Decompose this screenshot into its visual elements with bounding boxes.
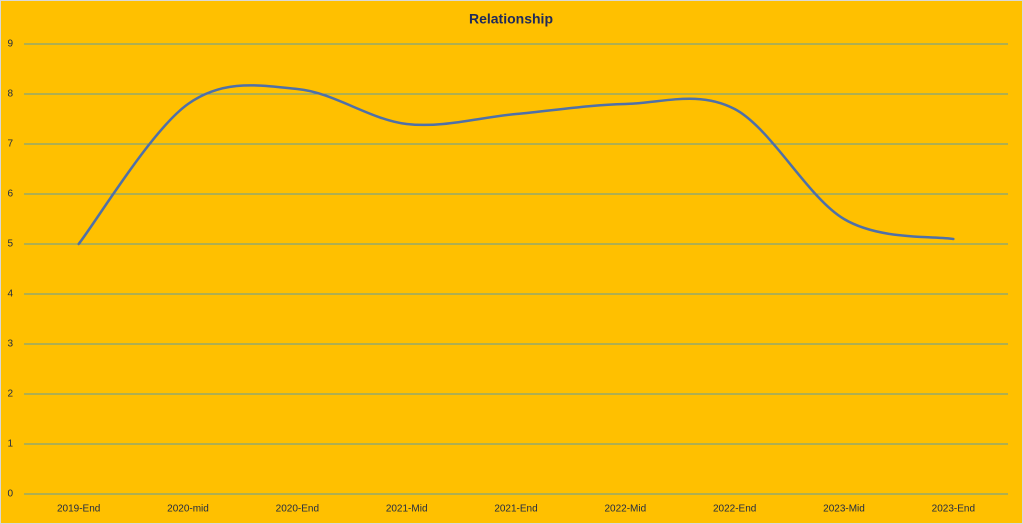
x-tick-label: 2022-Mid <box>604 504 646 515</box>
x-tick-label: 2023-Mid <box>823 504 865 515</box>
y-tick-label: 0 <box>7 489 13 500</box>
x-tick-label: 2019-End <box>57 504 100 515</box>
x-tick-label: 2020-End <box>276 504 319 515</box>
y-tick-label: 5 <box>7 239 13 250</box>
x-tick-label: 2023-End <box>932 504 975 515</box>
y-tick-label: 9 <box>7 39 13 50</box>
x-tick-label: 2020-mid <box>167 504 209 515</box>
x-tick-label: 2021-End <box>494 504 537 515</box>
y-tick-label: 4 <box>7 289 13 300</box>
y-tick-label: 1 <box>7 439 13 450</box>
chart-title: Relationship <box>469 11 553 27</box>
y-tick-label: 7 <box>7 139 13 150</box>
y-tick-label: 6 <box>7 189 13 200</box>
x-tick-label: 2021-Mid <box>386 504 428 515</box>
x-tick-label: 2022-End <box>713 504 756 515</box>
y-tick-label: 3 <box>7 339 13 350</box>
y-tick-label: 8 <box>7 89 13 100</box>
line <box>77 84 955 246</box>
y-tick-label: 2 <box>7 389 13 400</box>
